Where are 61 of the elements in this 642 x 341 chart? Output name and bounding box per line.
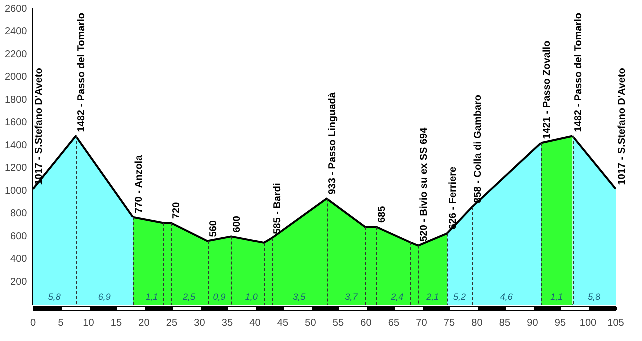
x-tick-label: 45 [277, 318, 289, 329]
y-tick-label: 1400 [4, 140, 28, 152]
annotation: 520 - Bivio su ex SS 694 [419, 127, 430, 242]
annotation: 0,9 [213, 292, 226, 302]
annotation: 1482 - Passo del Tomarlo [76, 12, 88, 132]
y-tick-label: 1000 [4, 186, 28, 197]
x-tick-label: 10 [83, 318, 95, 329]
x-tick-label: 90 [527, 318, 539, 329]
x-tick-label: 100 [580, 318, 598, 329]
annotation: 1,0 [245, 292, 258, 302]
y-tick-label: 2400 [4, 26, 28, 38]
x-tick-label: 105 [608, 318, 625, 329]
y-tick-label: 1600 [4, 118, 28, 129]
annotation: 1017 - S.Stefano D'Aveto [616, 68, 628, 186]
x-tick-label: 65 [388, 318, 400, 329]
x-tick-label: 20 [138, 318, 150, 329]
y-tick-label: 600 [10, 231, 28, 242]
annotation: 933 - Passo Linguadà [328, 92, 339, 195]
x-tick-label: 25 [166, 318, 178, 329]
x-tick-label: 35 [222, 318, 234, 329]
x-tick-label: 0 [30, 318, 36, 329]
x-tick-label: 75 [444, 318, 456, 329]
x-tick-label: 5 [58, 318, 64, 329]
annotation: 5,2 [454, 292, 466, 302]
annotation: 600 [232, 216, 244, 233]
annotation: 1482 - Passo del Tomarlo [573, 12, 584, 132]
annotation: 5,8 [588, 292, 601, 302]
annotation: 560 [208, 220, 220, 238]
annotation: 2,1 [426, 292, 440, 302]
x-tick-label: 55 [332, 318, 344, 329]
x-tick-label: 80 [472, 318, 484, 329]
x-tick-label: 85 [499, 318, 511, 329]
annotation: 2,4 [390, 292, 404, 302]
x-tick-label: 50 [305, 318, 317, 329]
x-tick-label: 95 [554, 318, 566, 329]
annotation: 1421 - Passo Zovallo [542, 40, 553, 140]
annotation: 2,5 [182, 292, 196, 302]
x-tick-label: 60 [360, 318, 372, 329]
annotation: 720 [172, 202, 183, 220]
annotation: 685 [376, 206, 388, 224]
annotation: 770 - Anzola [134, 154, 145, 214]
x-tick-label: 30 [194, 318, 206, 329]
annotation: 3,7 [345, 292, 359, 302]
annotation: 3,5 [293, 292, 307, 302]
y-tick-label: 2200 [4, 49, 28, 60]
y-tick-label: 800 [10, 208, 28, 220]
x-tick-label: 40 [250, 318, 262, 329]
y-tick-label: 400 [10, 254, 28, 266]
annotation: 1,1 [146, 292, 158, 302]
y-tick-label: 1200 [4, 163, 28, 174]
y-tick-label: 1800 [4, 94, 28, 106]
x-tick-label: 15 [110, 318, 122, 329]
annotation: 5,8 [48, 292, 61, 302]
y-tick-label: 2000 [4, 72, 28, 84]
annotation: 4,6 [500, 292, 513, 302]
annotation: 1,1 [550, 292, 564, 302]
y-tick-label: 2600 [4, 4, 28, 15]
x-tick-label: 70 [416, 318, 428, 329]
y-tick-label: 200 [10, 276, 28, 288]
annotation: 6,9 [98, 292, 111, 302]
annotation: 585 - Bardi [272, 183, 284, 234]
